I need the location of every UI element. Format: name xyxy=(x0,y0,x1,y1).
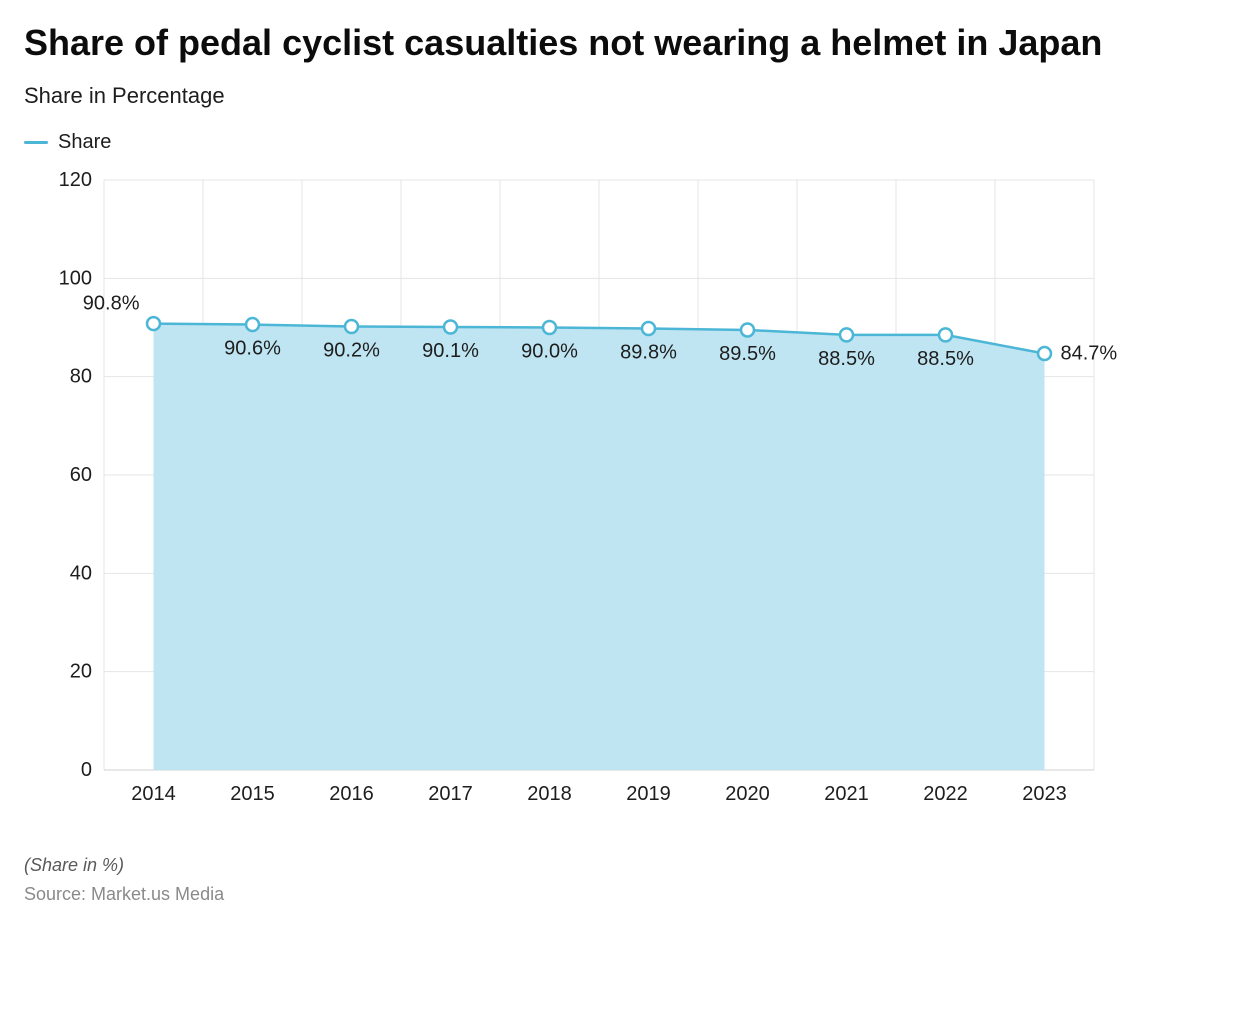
data-marker xyxy=(444,321,457,334)
y-tick-label: 20 xyxy=(70,661,92,683)
x-tick-label: 2019 xyxy=(626,783,671,805)
data-label: 84.7% xyxy=(1061,343,1118,365)
data-marker xyxy=(246,318,259,331)
y-tick-label: 120 xyxy=(59,169,92,191)
data-marker xyxy=(741,323,754,336)
x-tick-label: 2021 xyxy=(824,783,869,805)
x-tick-label: 2016 xyxy=(329,783,374,805)
y-tick-label: 60 xyxy=(70,464,92,486)
data-label: 88.5% xyxy=(818,348,875,370)
data-marker xyxy=(1038,347,1051,360)
data-label: 90.2% xyxy=(323,340,380,362)
x-tick-label: 2020 xyxy=(725,783,770,805)
data-marker xyxy=(147,317,160,330)
data-marker xyxy=(642,322,655,335)
x-tick-label: 2023 xyxy=(1022,783,1067,805)
chart-footnote: (Share in %) xyxy=(24,855,1224,876)
data-label: 88.5% xyxy=(917,348,974,370)
data-label: 89.8% xyxy=(620,341,677,363)
y-tick-label: 0 xyxy=(81,759,92,781)
data-label: 90.8% xyxy=(83,293,140,315)
y-tick-label: 80 xyxy=(70,366,92,388)
chart-subtitle: Share in Percentage xyxy=(24,83,1224,109)
line-area-chart: 0 20 40 60 80 100 120 90.8% 2014 90.6% 2015 90.2% 20… xyxy=(24,166,1224,826)
x-tick-label: 2017 xyxy=(428,783,473,805)
x-tick-label: 2015 xyxy=(230,783,275,805)
data-label: 90.6% xyxy=(224,338,281,360)
data-label: 90.1% xyxy=(422,340,479,362)
x-tick-label: 2014 xyxy=(131,783,176,805)
legend-swatch xyxy=(24,141,48,144)
data-label: 89.5% xyxy=(719,343,776,365)
chart-legend: Share xyxy=(24,131,1224,154)
x-tick-label: 2018 xyxy=(527,783,572,805)
y-tick-label: 40 xyxy=(70,562,92,584)
chart-title: Share of pedal cyclist casualties not we… xyxy=(24,20,1124,65)
data-marker xyxy=(543,321,556,334)
chart-area: 0 20 40 60 80 100 120 90.8% 2014 90.6% 2015 90.2% 20… xyxy=(24,166,1224,831)
data-marker xyxy=(939,328,952,341)
chart-source: Source: Market.us Media xyxy=(24,884,1224,905)
data-marker xyxy=(345,320,358,333)
x-tick-label: 2022 xyxy=(923,783,968,805)
data-marker xyxy=(840,328,853,341)
legend-label: Share xyxy=(58,131,111,154)
data-label: 90.0% xyxy=(521,341,578,363)
y-tick-label: 100 xyxy=(59,267,92,289)
area-fill xyxy=(154,324,1045,770)
